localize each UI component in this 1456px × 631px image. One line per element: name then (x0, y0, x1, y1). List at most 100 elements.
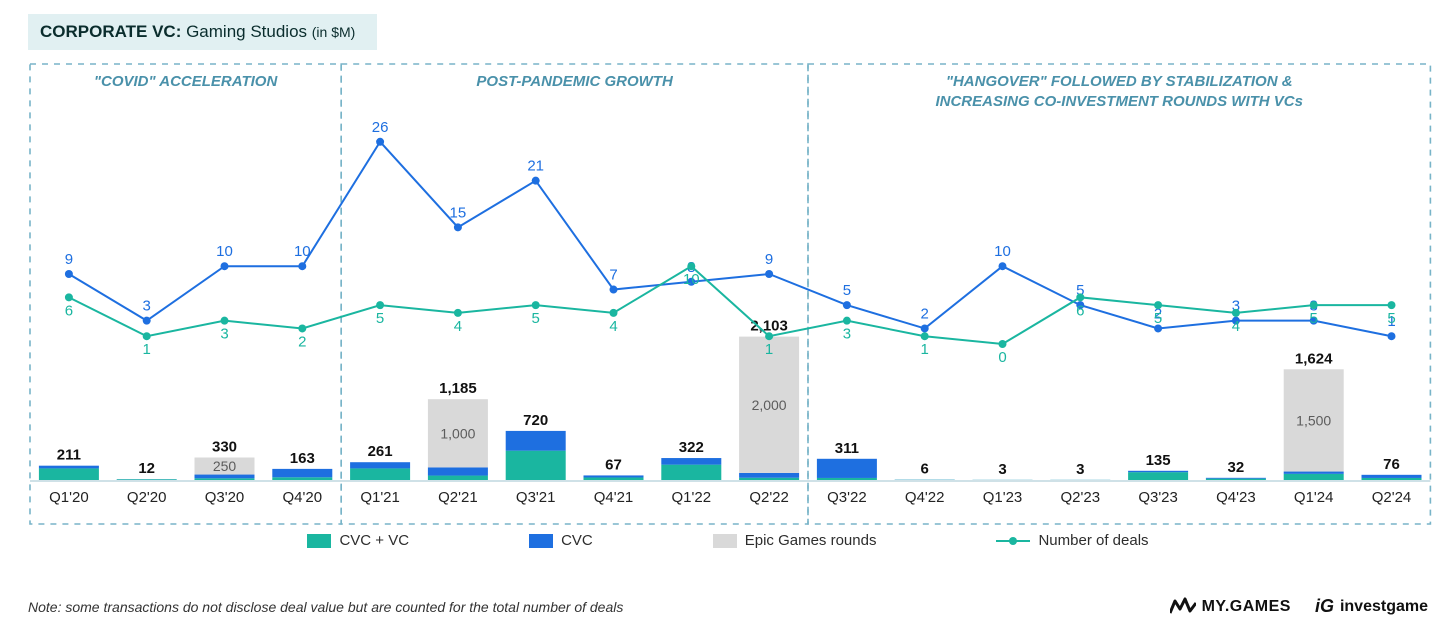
line-label-deals: 1 (143, 341, 151, 358)
bar-cvc (39, 466, 99, 469)
line-label-deals: 1 (765, 341, 773, 358)
marker-cvc_line (376, 138, 384, 146)
bar-total-label: 32 (1228, 459, 1245, 476)
marker-deals (765, 332, 773, 340)
marker-deals (454, 309, 462, 317)
bar-cvc-vc (1284, 474, 1344, 480)
line-label-cvc_line: 10 (994, 243, 1011, 260)
swatch-deals (996, 534, 1030, 548)
bar-cvc (1206, 478, 1266, 479)
x-axis-label: Q3'20 (205, 489, 245, 506)
marker-cvc_line (298, 262, 306, 270)
bar-total-label: 6 (921, 461, 929, 478)
logo-mygames-text: MY.GAMES (1202, 598, 1291, 616)
epic-sublabel: 1,000 (440, 425, 475, 441)
line-label-deals: 3 (843, 326, 851, 343)
bar-cvc-vc (1206, 479, 1266, 480)
bar-cvc (584, 475, 644, 477)
bar-cvc (195, 475, 255, 479)
bar-total-label: 322 (679, 439, 704, 456)
line-label-deals: 4 (454, 318, 462, 335)
marker-deals (999, 340, 1007, 348)
bar-total-label: 311 (835, 440, 859, 457)
bar-cvc (661, 458, 721, 465)
marker-deals (298, 324, 306, 332)
line-label-deals: 5 (532, 310, 540, 327)
legend-cvc: CVC (529, 532, 593, 549)
legend-epic: Epic Games rounds (713, 532, 877, 549)
x-axis-label: Q2'21 (438, 489, 478, 506)
marker-cvc_line (532, 177, 540, 185)
investgame-icon: iG (1315, 596, 1334, 617)
bar-cvc-vc (739, 478, 799, 480)
marker-cvc_line (610, 286, 618, 294)
line-label-deals: 5 (1310, 310, 1318, 327)
marker-deals (843, 317, 851, 325)
epic-sublabel: 250 (213, 458, 237, 474)
line-label-cvc_line: 15 (450, 204, 467, 221)
line-label-deals: 6 (65, 302, 73, 319)
marker-cvc_line (1388, 332, 1396, 340)
x-axis-label: Q4'22 (905, 489, 945, 506)
line-label-cvc_line: 3 (143, 298, 151, 315)
bar-total-label: 76 (1383, 456, 1400, 473)
bar-cvc (1362, 475, 1422, 478)
bar-total-label: 1,624 (1295, 350, 1333, 367)
legend-deals: Number of deals (996, 532, 1148, 549)
x-axis-label: Q1'24 (1294, 489, 1334, 506)
bar-cvc (506, 431, 566, 451)
line-label-cvc_line: 9 (765, 251, 773, 268)
title-suffix: Gaming Studios (181, 22, 311, 41)
bar-cvc-vc (428, 476, 488, 480)
line-label-deals: 5 (1387, 310, 1395, 327)
bar-total-label: 12 (138, 460, 155, 477)
x-axis-label: Q1'23 (983, 489, 1023, 506)
bar-cvc-vc (817, 478, 877, 480)
marker-cvc_line (999, 262, 1007, 270)
marker-cvc_line (221, 262, 229, 270)
swatch-cvc (529, 534, 553, 548)
logo-investgame-text: investgame (1340, 598, 1428, 616)
panel-title: "COVID" ACCELERATION (94, 73, 279, 90)
marker-deals (65, 293, 73, 301)
bar-total-label: 3 (998, 461, 1006, 478)
bar-total-label: 2,103 (750, 318, 788, 335)
line-label-deals: 10 (683, 271, 700, 288)
bar-total-label: 1,185 (439, 380, 477, 397)
bar-total-label: 3 (1076, 461, 1084, 478)
legend-label-cvc-vc: CVC + VC (339, 532, 409, 549)
bar-cvc-vc (350, 468, 410, 480)
chart-area: "COVID" ACCELERATION POST-PANDEMIC GROWTH… (28, 64, 1428, 524)
logo-investgame: iG investgame (1315, 596, 1428, 617)
bar-cvc-vc (195, 478, 255, 480)
swatch-epic (713, 534, 737, 548)
marker-deals (143, 332, 151, 340)
line-label-deals: 6 (1076, 302, 1084, 319)
line-label-cvc_line: 10 (294, 243, 311, 260)
epic-sublabel: 1,500 (1296, 412, 1331, 428)
line-label-cvc_line: 7 (609, 267, 617, 284)
marker-deals (532, 301, 540, 309)
x-axis-label: Q4'20 (283, 489, 323, 506)
x-axis-label: Q4'21 (594, 489, 634, 506)
chart-svg: "COVID" ACCELERATION POST-PANDEMIC GROWTH… (28, 64, 1428, 524)
bar-cvc (817, 459, 877, 478)
panel-title: INCREASING CO-INVESTMENT ROUNDS WITH VCs (935, 93, 1303, 110)
bar-cvc-vc (39, 468, 99, 480)
mygames-icon (1170, 597, 1196, 617)
legend-label-epic: Epic Games rounds (745, 532, 877, 549)
marker-deals (221, 317, 229, 325)
panel-title: POST-PANDEMIC GROWTH (476, 73, 674, 90)
marker-cvc_line (765, 270, 773, 278)
marker-deals (1154, 301, 1162, 309)
bar-cvc (739, 473, 799, 478)
epic-sublabel: 2,000 (752, 397, 787, 413)
marker-cvc_line (65, 270, 73, 278)
chart-title: CORPORATE VC: Gaming Studios (in $M) (28, 14, 377, 50)
bar-total-label: 67 (605, 456, 622, 473)
marker-deals (921, 332, 929, 340)
footnote: Note: some transactions do not disclose … (28, 599, 623, 615)
bar-total-label: 135 (1146, 452, 1171, 469)
legend-label-deals: Number of deals (1038, 532, 1148, 549)
line-label-deals: 0 (998, 349, 1006, 366)
